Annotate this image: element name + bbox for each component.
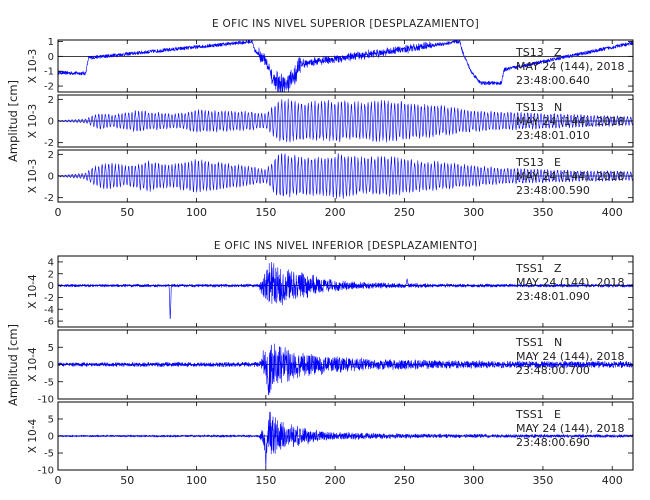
y-tick-label: 0 [48, 432, 54, 443]
scale-factor-label: X 10-3 [27, 159, 39, 193]
component-label: Z [554, 46, 562, 59]
x-tick-label: 300 [463, 206, 484, 219]
x-tick-label: 250 [394, 474, 415, 487]
x-tick-label: 400 [602, 206, 623, 219]
date-label: MAY 24 (144), 2018 [516, 350, 624, 363]
time-label: 23:48:00.640 [516, 74, 590, 87]
y-tick-label: 2 [48, 150, 54, 161]
chart-title: E OFIC INS NIVEL SUPERIOR [DESPLAZAMIENT… [212, 18, 479, 30]
trace-line [57, 411, 634, 468]
x-tick-label: 150 [255, 474, 276, 487]
station-label: TSS1 [515, 262, 544, 275]
y-tick-label: -2 [44, 293, 54, 304]
x-tick-label: 350 [532, 206, 553, 219]
time-label: 23:48:01.010 [516, 129, 590, 142]
x-tick-label: 250 [394, 206, 415, 219]
trace-line [57, 153, 634, 199]
trace-line [57, 343, 634, 396]
y-axis-label: Amplitud [cm] [6, 324, 20, 406]
chart-title: E OFIC INS NIVEL INFERIOR [DESPLAZAMIENT… [214, 240, 477, 252]
station-label: TSS1 [515, 336, 544, 349]
panel-frame [57, 255, 634, 328]
y-tick-label: 0 [48, 281, 54, 292]
chart-superior: E OFIC INS NIVEL SUPERIOR [DESPLAZAMIENT… [6, 18, 634, 219]
scale-factor-label: X 10-4 [27, 274, 39, 309]
y-tick-label: 5 [48, 343, 54, 354]
x-tick-label: 200 [325, 206, 346, 219]
y-tick-label: 5 [48, 415, 54, 426]
y-tick-label: 0 [48, 117, 54, 128]
x-tick-label: 0 [55, 474, 62, 487]
date-label: MAY 24 (144), 2018 [516, 422, 624, 435]
station-label: TS13 [515, 101, 544, 114]
station-label: TS13 [515, 156, 544, 169]
y-tick-label: 2 [48, 269, 54, 280]
date-label: MAY 24 (144), 2018 [516, 115, 624, 128]
y-tick-label: 0 [48, 172, 54, 183]
trace-line [57, 39, 634, 93]
date-label: MAY 24 (144), 2018 [516, 170, 624, 183]
station-label: TS13 [515, 46, 544, 59]
x-tick-label: 50 [120, 206, 134, 219]
x-tick-label: 0 [55, 206, 62, 219]
time-label: 23:48:00.590 [516, 184, 590, 197]
time-label: 23:48:01.090 [516, 290, 590, 303]
scale-factor-label: X 10-3 [27, 104, 39, 138]
x-tick-label: 100 [186, 206, 207, 219]
date-label: MAY 24 (144), 2018 [516, 276, 624, 289]
station-label: TSS1 [515, 408, 544, 421]
trace-line [57, 98, 634, 143]
time-label: 23:48:00.700 [516, 364, 590, 377]
y-tick-label: -1 [44, 67, 54, 78]
x-tick-label: 50 [120, 474, 134, 487]
y-tick-label: 1 [48, 37, 54, 48]
scale-factor-label: X 10-3 [27, 49, 39, 83]
x-tick-label: 150 [255, 206, 276, 219]
component-label: N [554, 336, 562, 349]
x-tick-label: 200 [325, 474, 346, 487]
date-label: MAY 24 (144), 2018 [516, 60, 624, 73]
trace-line [57, 261, 634, 320]
time-label: 23:48:00.690 [516, 436, 590, 449]
panel-frame [57, 39, 634, 93]
y-tick-label: -10 [38, 395, 54, 406]
y-tick-label: 0 [48, 52, 54, 63]
y-tick-label: -2 [44, 138, 54, 149]
x-tick-label: 300 [463, 474, 484, 487]
component-label: Z [554, 262, 562, 275]
y-tick-label: -10 [38, 466, 54, 477]
y-tick-label: -5 [44, 377, 54, 388]
y-tick-label: 2 [48, 95, 54, 106]
component-label: E [554, 408, 561, 421]
y-tick-label: 0 [48, 360, 54, 371]
chart-inferior: E OFIC INS NIVEL INFERIOR [DESPLAZAMIENT… [6, 240, 634, 487]
y-tick-label: -4 [44, 305, 54, 316]
y-tick-label: -5 [44, 449, 54, 460]
x-tick-label: 350 [532, 474, 553, 487]
scale-factor-label: X 10-4 [27, 347, 39, 382]
x-tick-label: 100 [186, 474, 207, 487]
y-tick-label: -6 [44, 317, 54, 328]
y-tick-label: -2 [44, 82, 54, 93]
y-tick-label: -2 [44, 193, 54, 204]
scale-factor-label: X 10-4 [27, 419, 39, 454]
component-label: N [554, 101, 562, 114]
x-tick-label: 400 [602, 474, 623, 487]
y-axis-label: Amplitud [cm] [6, 80, 20, 162]
y-tick-label: 4 [48, 257, 54, 268]
component-label: E [554, 156, 561, 169]
